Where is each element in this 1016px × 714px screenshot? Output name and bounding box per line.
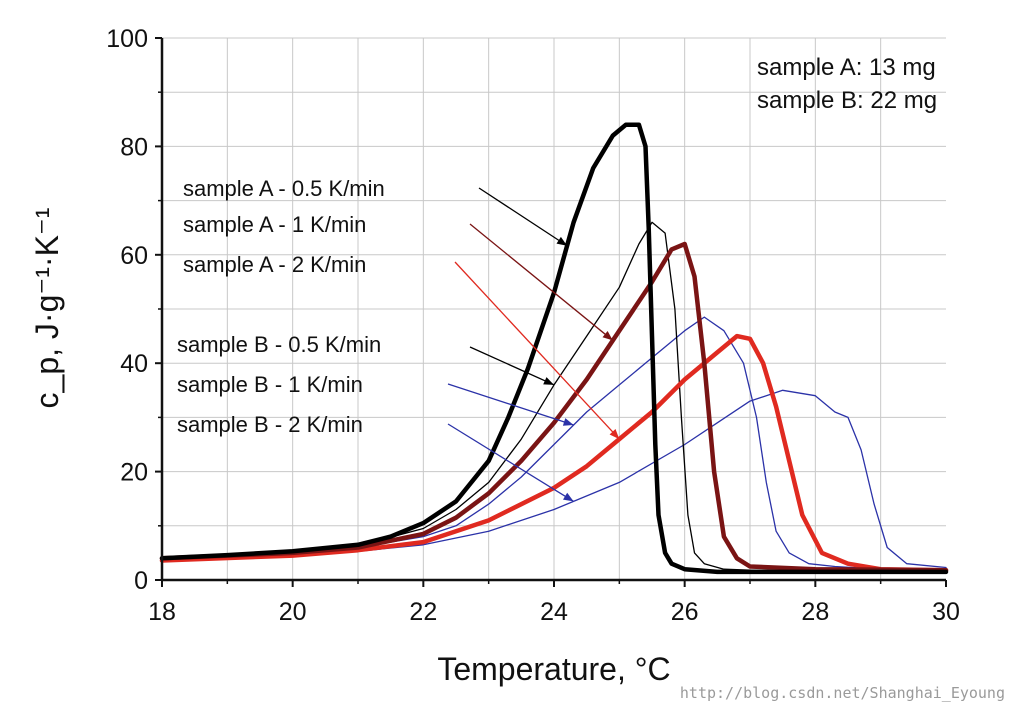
legend-leader-1 xyxy=(469,223,614,341)
series-line-3 xyxy=(161,316,947,570)
x-tick-label: 22 xyxy=(409,598,437,626)
legend-arrowhead-1 xyxy=(602,331,613,341)
legend-leader-5 xyxy=(447,423,574,502)
legend-label-2: sample A - 2 K/min xyxy=(183,252,366,277)
y-tick-label: 20 xyxy=(120,459,148,487)
series-line-5 xyxy=(161,389,947,569)
y-tick-label: 40 xyxy=(120,350,148,378)
legend-arrowhead-2 xyxy=(609,429,620,440)
y-axis-title: c_p, J·g⁻¹·K⁻¹ xyxy=(29,208,65,409)
legend-arrowhead-4 xyxy=(562,418,574,426)
legend-layer: sample A - 0.5 K/min sample A - 1 K/min sa… xyxy=(177,176,620,502)
legend-leader-0 xyxy=(478,187,568,247)
x-tick-label: 20 xyxy=(279,598,307,626)
legend-label-5: sample B - 2 K/min xyxy=(177,412,363,437)
legend-label-0: sample A - 0.5 K/min xyxy=(183,176,385,201)
legend-label-4: sample B - 1 K/min xyxy=(177,372,363,397)
series-layer xyxy=(159,122,949,575)
x-tick-label: 28 xyxy=(801,598,829,626)
series-line-0 xyxy=(159,122,949,575)
x-tick-label: 26 xyxy=(671,598,699,626)
legend-arrowhead-0 xyxy=(556,236,568,246)
y-tick-label: 80 xyxy=(120,133,148,161)
info-sample-b: sample B: 22 mg xyxy=(757,87,937,114)
grid xyxy=(162,37,946,580)
legend-leader-2 xyxy=(454,261,620,440)
legend-arrowhead-3 xyxy=(543,377,554,385)
x-tick-label: 30 xyxy=(932,598,960,626)
legend-label-1: sample A - 1 K/min xyxy=(183,212,366,237)
y-tick-label: 100 xyxy=(106,25,148,53)
x-axis-title: Temperature, °C xyxy=(437,651,670,687)
y-tick-label: 60 xyxy=(120,242,148,270)
x-tick-label: 24 xyxy=(540,598,568,626)
y-tick-label: 0 xyxy=(134,567,148,595)
series-line-1 xyxy=(161,221,947,573)
series-line-4 xyxy=(159,333,949,573)
watermark: http://blog.csdn.net/Shanghai_Eyoung xyxy=(680,684,1005,702)
legend-leader-3 xyxy=(469,346,555,386)
legend-label-3: sample B - 0.5 K/min xyxy=(177,332,381,357)
ticks: 18 20 22 24 26 28 30 0 20 40 60 80 100 xyxy=(106,25,960,626)
x-tick-label: 18 xyxy=(148,598,176,626)
legend-leader-4 xyxy=(447,383,574,426)
info-sample-a: sample A: 13 mg xyxy=(757,54,936,81)
legend-arrowhead-5 xyxy=(563,492,574,502)
